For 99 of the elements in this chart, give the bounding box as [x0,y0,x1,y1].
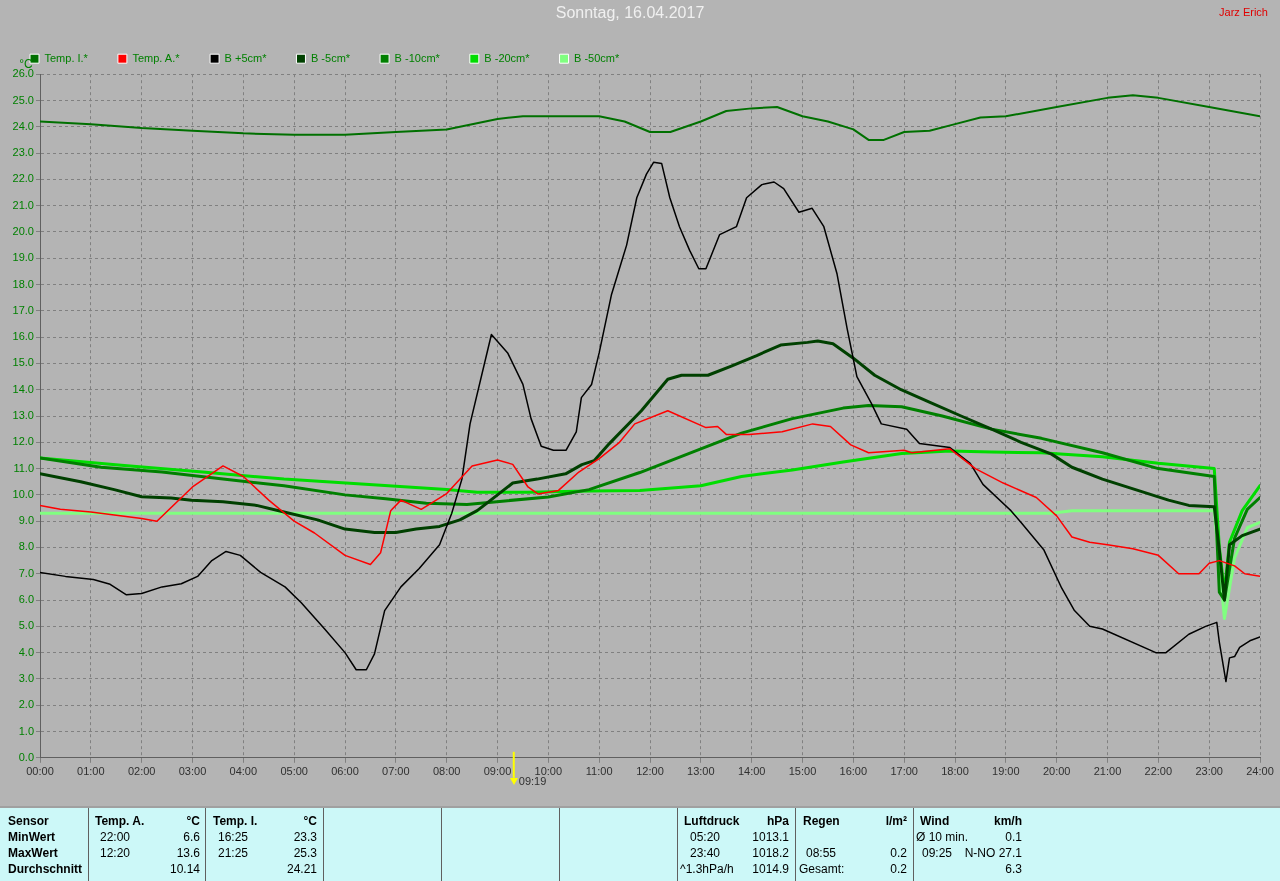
x-tick-label: 19:00 [992,765,1020,778]
x-tick-label: 16:00 [839,765,868,778]
y-tick-label: 26.0 [12,67,34,80]
x-tick-label: 09:00 [483,765,512,778]
y-tick-label: 16.0 [12,330,34,343]
y-tick-label: 1.0 [18,724,34,737]
x-tick-label: 05:00 [280,765,308,778]
text: Wind [920,814,950,828]
text: °C [186,814,200,828]
text: MinWert [8,830,56,844]
x-tick-label: 03:00 [178,765,207,778]
text: hPa [766,814,789,828]
legend-label: B -20cm* [484,51,531,64]
text: 6.6 [183,830,200,844]
text: ^1.3hPa/h [680,862,734,876]
text: °C [303,814,317,828]
y-tick-label: 11.0 [13,461,34,474]
x-tick-label: 18:00 [941,765,969,778]
legend-label: Temp. I.* [44,51,89,64]
text: 10.14 [169,862,200,876]
x-tick-label: 12:00 [636,765,664,778]
x-tick-label: 02:00 [127,765,156,778]
y-tick-label: 19.0 [12,251,34,264]
y-tick-label: 25.0 [12,93,34,106]
y-tick-label: 6.0 [18,593,34,606]
y-tick-label: 4.0 [18,645,34,658]
text: 16:25 [218,830,249,844]
x-tick-label: 22:00 [1144,765,1173,778]
x-tick-label: 23:00 [1195,765,1223,778]
y-tick-label: 7.0 [18,566,34,579]
text: 05:20 [690,830,721,844]
text: 0.2 [890,862,907,876]
y-tick-label: 9.0 [18,514,34,527]
y-tick-label: 22.0 [12,172,34,185]
text: 21:25 [218,846,249,860]
x-tick-label: 01:00 [77,765,105,778]
y-tick-label: 17.0 [12,303,34,316]
y-tick-label: 23.0 [12,146,34,159]
chart-title: Sonntag, 16.04.2017 [555,4,705,22]
text: 12:20 [100,846,131,860]
text: N-NO 27.1 [964,846,1022,860]
y-tick-label: 0.0 [18,750,34,763]
x-tick-label: 00:00 [26,765,54,778]
x-tick-label: 21:00 [1093,765,1122,778]
text: 6.3 [1005,862,1022,876]
text: Temp. I. [213,814,258,828]
y-tick-label: 3.0 [18,671,34,684]
text: l/m² [885,814,907,828]
y-tick-label: 21.0 [12,198,34,211]
text: 09:25 [922,846,953,860]
y-tick-label: 13.0 [12,409,34,422]
text: 1013.1 [752,830,789,844]
y-tick-label: 8.0 [18,540,34,553]
x-tick-label: 14:00 [737,765,766,778]
x-tick-label: 06:00 [331,765,359,778]
x-tick-label: 07:00 [382,765,410,778]
x-tick-label: 24:00 [1246,765,1274,778]
legend-label: B +5cm* [224,51,268,64]
text: Temp. A. [95,814,145,828]
text: 0.1 [1005,830,1022,844]
text: Regen [803,814,840,828]
text: 1018.2 [752,846,789,860]
text: 1014.9 [752,862,789,876]
text: Sensor [8,814,49,828]
text: Durchschnitt [8,862,83,876]
text: 22:00 [100,830,131,844]
x-tick-label: 15:00 [788,765,817,778]
text: 0.2 [890,846,907,860]
y-tick-label: 18.0 [12,277,34,290]
y-tick-label: 10.0 [12,487,34,500]
x-tick-label: 17:00 [890,765,918,778]
x-tick-label: 13:00 [687,765,715,778]
x-tick-label: 04:00 [229,765,258,778]
legend-label: Temp. A.* [132,51,181,64]
text: 08:55 [806,846,837,860]
y-tick-label: 15.0 [12,356,34,369]
legend-label: B -50cm* [574,51,621,64]
text: MaxWert [8,846,58,860]
x-tick-label: 11:00 [585,765,613,778]
y-tick-label: 12.0 [12,435,34,448]
y-tick-label: 5.0 [18,619,34,632]
text: 25.3 [293,846,317,860]
text: Ø 10 min. [916,830,969,844]
y-tick-label: 14.0 [12,382,34,395]
text: km/h [993,814,1022,828]
text: 13.6 [176,846,200,860]
text: Jarz Erich [1219,6,1268,18]
legend-label: B -10cm* [394,51,441,64]
text: Luftdruck [684,814,740,828]
y-tick-label: 20.0 [12,224,34,237]
y-tick-label: 24.0 [12,119,34,132]
x-tick-label: 08:00 [432,765,461,778]
legend-label: B -5cm* [310,51,351,64]
x-tick-label: 20:00 [1042,765,1071,778]
text: 24.21 [286,862,317,876]
y-tick-label: 2.0 [18,698,34,711]
text: Gesamt: [799,862,845,876]
text: 23.3 [293,830,317,844]
text: 23:40 [690,846,721,860]
